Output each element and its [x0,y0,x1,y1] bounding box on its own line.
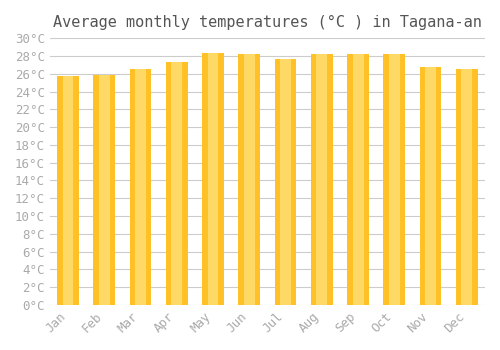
Bar [99,76,110,305]
Bar [166,62,188,305]
Bar [202,53,224,305]
Bar [238,54,260,305]
Bar [462,69,472,305]
Bar [274,58,296,305]
Bar [208,53,218,305]
Bar [352,54,364,305]
Bar [244,54,254,305]
Bar [420,66,442,305]
Bar [311,54,332,305]
Bar [456,69,477,305]
Bar [172,62,182,305]
Bar [384,54,405,305]
Bar [425,66,436,305]
Bar [389,54,400,305]
Bar [94,76,115,305]
Bar [62,76,74,305]
Bar [280,58,291,305]
Title: Average monthly temperatures (°C ) in Tagana-an: Average monthly temperatures (°C ) in Ta… [53,15,482,30]
Bar [135,69,146,305]
Bar [130,69,152,305]
Bar [347,54,369,305]
Bar [57,76,79,305]
Bar [316,54,328,305]
